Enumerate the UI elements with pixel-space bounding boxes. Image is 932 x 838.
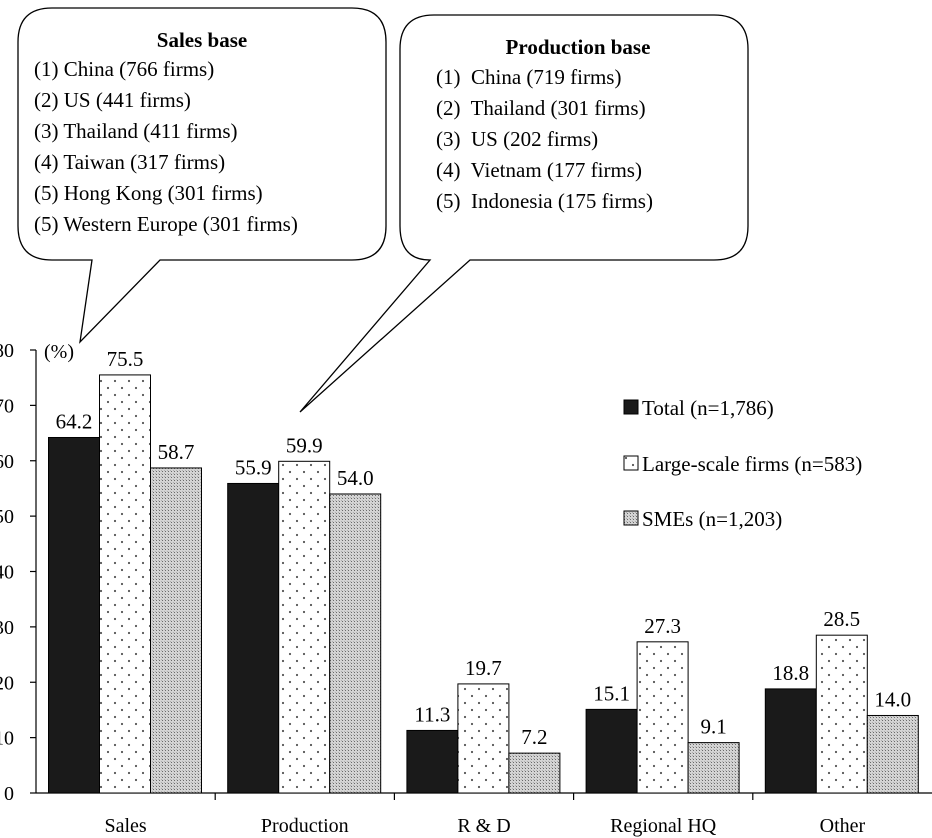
value-label: 28.5 [823,607,860,631]
y-tick-label: 40 [0,562,14,584]
category-label: Regional HQ [610,815,717,837]
category-label: R & D [457,815,510,837]
y-tick-label: 80 [0,340,14,362]
category-label: Production [261,815,349,837]
value-label: 64.2 [56,409,93,433]
legend-label-total: Total (n=1,786) [642,396,774,420]
bar-smes [509,753,560,793]
legend-swatch-large-scale [624,456,638,470]
y-tick-label: 0 [4,783,14,805]
value-label: 59.9 [286,433,323,457]
category-labels: Sales Production R & D Regional HQ Other [104,793,865,837]
legend-label-smes: SMEs (n=1,203) [642,507,782,531]
value-label: 14.0 [874,687,911,711]
value-label: 58.7 [158,440,195,464]
category-label: Sales [104,815,146,837]
value-label: 19.7 [465,656,502,680]
bar-total [228,483,279,793]
bars [49,375,919,793]
bar-smes [151,468,202,793]
value-label: 54.0 [337,466,374,490]
category-label: Other [820,815,866,837]
production-callout-line: (4) Vietnam (177 firms) [436,158,642,182]
bar-total [765,689,816,793]
sales-base-callout: Sales base (1) China (766 firms) (2) US … [18,8,386,342]
legend-label-large-scale: Large-scale firms (n=583) [642,452,862,476]
y-tick-label: 50 [0,506,14,528]
bar-total [49,437,100,793]
axis-ticks: 80 70 60 50 40 30 20 10 0 [0,340,36,805]
bar-total [407,730,458,793]
production-callout-title: Production base [506,35,651,59]
bar-total [586,709,637,793]
value-label: 11.3 [414,702,450,726]
bar-smes [867,715,918,793]
production-callout-line: (5) Indonesia (175 firms) [436,189,653,213]
bar-large-scale [458,684,509,793]
sales-callout-line: (1) China (766 firms) [34,57,214,81]
legend: Total (n=1,786) Large-scale firms (n=583)… [624,396,862,531]
sales-callout-line: (5) Hong Kong (301 firms) [34,181,263,205]
value-label: 7.2 [521,725,547,749]
y-tick-label: 30 [0,617,14,639]
y-tick-label: 10 [0,728,14,750]
production-callout-line: (1) China (719 firms) [436,65,621,89]
bar-large-scale [279,461,330,793]
value-label: 18.8 [772,661,809,685]
y-tick-label: 20 [0,672,14,694]
sales-callout-line: (5) Western Europe (301 firms) [34,212,298,236]
bar-large-scale [816,635,867,793]
value-label: 9.1 [700,715,726,739]
bar-smes [330,494,381,793]
sales-callout-line: (2) US (441 firms) [34,88,191,112]
sales-callout-title: Sales base [157,28,247,52]
value-label: 75.5 [107,347,144,371]
bar-large-scale [100,375,151,793]
sales-callout-line: (3) Thailand (411 firms) [34,119,238,143]
bar-large-scale [637,642,688,793]
production-callout-line: (3) US (202 firms) [436,127,598,151]
bar-smes [688,743,739,793]
sales-callout-line: (4) Taiwan (317 firms) [34,150,225,174]
production-callout-line: (2) Thailand (301 firms) [436,96,646,120]
y-axis-unit-label: (%) [44,341,74,363]
legend-swatch-smes [624,511,638,525]
y-tick-label: 60 [0,451,14,473]
value-label: 15.1 [593,681,630,705]
value-label: 27.3 [644,614,681,638]
y-tick-label: 70 [0,395,14,417]
value-label: 55.9 [235,455,272,479]
legend-swatch-total [624,400,638,414]
